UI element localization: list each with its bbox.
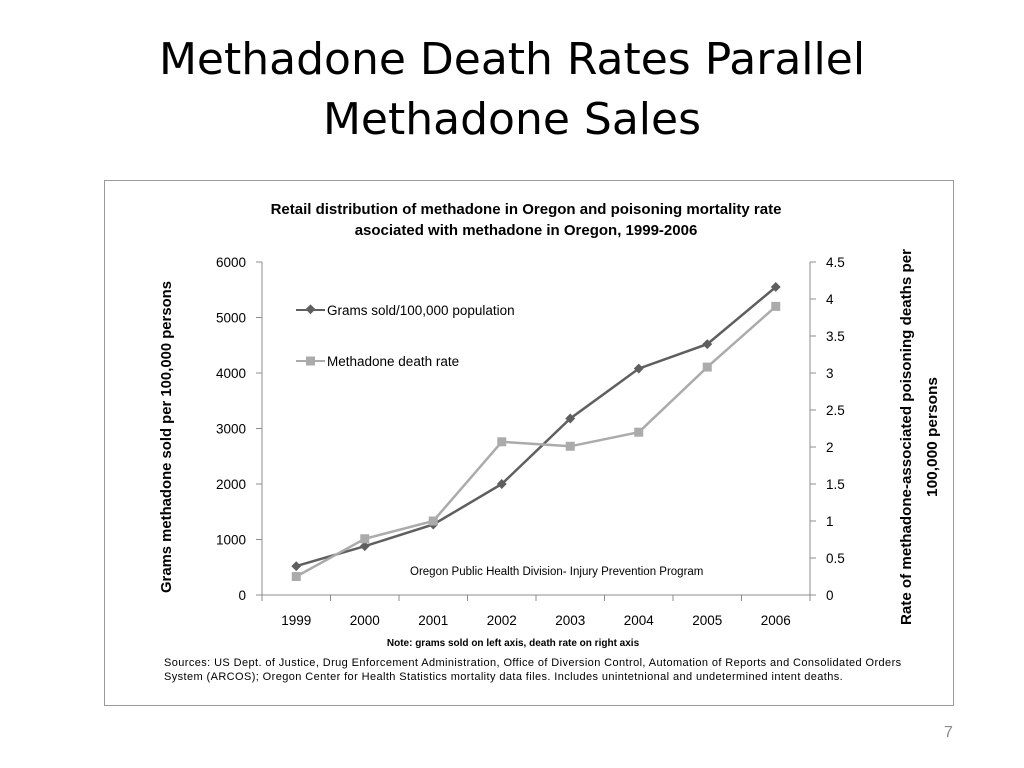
slide-number: 7 — [944, 724, 953, 741]
sources-note: Sources: US Dept. of Justice, Drug Enfor… — [164, 657, 902, 683]
page-title-line-1: Methadone Death Rates Parallel — [158, 34, 866, 85]
data-point-diamond — [633, 363, 644, 374]
right-axis-tick-label: 0.5 — [826, 551, 845, 566]
x-axis-tick-label: 2003 — [555, 613, 585, 628]
left-axis-tick-label: 6000 — [216, 255, 246, 270]
left-axis-label: Grams methadone sold per 100,000 persons — [158, 281, 175, 593]
right-axis-tick-label: 3 — [826, 366, 834, 381]
line-chart: Retail distribution of methadone in Oreg… — [158, 201, 941, 649]
page-title: Methadone Death Rates Parallel Methadone… — [0, 30, 1024, 150]
left-axis-tick-label: 4000 — [216, 366, 246, 381]
data-point-square — [360, 534, 370, 544]
page-title-line-2: Methadone Sales — [322, 94, 702, 145]
chart-title-line-1: Retail distribution of methadone in Oreg… — [271, 201, 782, 218]
data-point-diamond — [770, 282, 781, 292]
right-axis-tick-label: 2.5 — [826, 403, 845, 418]
x-axis-tick-label: 1999 — [281, 613, 311, 628]
x-axis-tick-label: 2004 — [624, 613, 655, 628]
data-point-square — [291, 572, 301, 581]
data-point-square — [702, 362, 712, 372]
x-axis-tick-label: 2006 — [761, 613, 791, 628]
legend-marker-square — [306, 356, 315, 366]
series-line-0 — [295, 286, 777, 568]
left-axis-tick-label: 5000 — [216, 311, 246, 326]
x-axis-tick-label: 2005 — [692, 613, 722, 628]
data-point-square — [565, 441, 575, 451]
left-axis-tick-label: 0 — [238, 588, 246, 603]
left-axis-tick-label: 2000 — [216, 477, 246, 492]
chart-title-line-2: asociated with methadone in Oregon, 1999… — [355, 222, 698, 239]
data-point-diamond — [496, 479, 507, 489]
right-axis-label-line-1: Rate of methadone-associated poisoning d… — [898, 249, 915, 625]
right-axis-tick-label: 1.5 — [826, 477, 845, 492]
data-point-square — [428, 516, 438, 526]
right-axis-tick-label: 2 — [826, 440, 834, 455]
legend-label-grams: Grams sold/100,000 population — [327, 303, 515, 318]
x-axis-tick-label: 2001 — [418, 613, 448, 628]
data-point-diamond — [702, 339, 713, 350]
data-point-diamond — [359, 541, 370, 552]
right-axis-tick-label: 3.5 — [826, 329, 845, 344]
left-axis-tick-label: 1000 — [216, 533, 246, 548]
legend-marker-diamond — [305, 304, 316, 315]
x-axis-tick-label: 2000 — [350, 613, 380, 628]
data-point-diamond — [291, 561, 302, 572]
series-line-1 — [295, 305, 777, 578]
right-axis-label-line-2: 100,000 persons — [924, 377, 941, 497]
axes: 0 1000 2000 3000 4000 5000 6000 0 0.5 1 1.5 2 2.5 3 3.… — [216, 255, 845, 628]
legend-label-death-rate: Methadone death rate — [327, 354, 459, 369]
chart-frame: Retail distribution of methadone in Oreg… — [104, 180, 954, 706]
right-axis-tick-label: 4.5 — [826, 255, 845, 270]
data-point-square — [771, 301, 781, 311]
x-axis-tick-label: 2002 — [487, 613, 517, 628]
legend: Grams sold/100,000 population Methadone … — [296, 303, 515, 369]
right-axis-tick-label: 1 — [826, 514, 834, 529]
right-axis-tick-label: 0 — [826, 588, 834, 603]
right-axis-tick-label: 4 — [826, 292, 834, 307]
chart-note: Note: grams sold on left axis, death rat… — [387, 638, 640, 649]
left-axis-tick-label: 3000 — [216, 422, 246, 437]
data-point-square — [634, 427, 644, 437]
data-point-diamond — [565, 413, 576, 424]
data-point-square — [497, 437, 507, 447]
series-layer — [291, 282, 781, 581]
chart-annotation: Oregon Public Health Division- Injury Pr… — [410, 566, 703, 578]
